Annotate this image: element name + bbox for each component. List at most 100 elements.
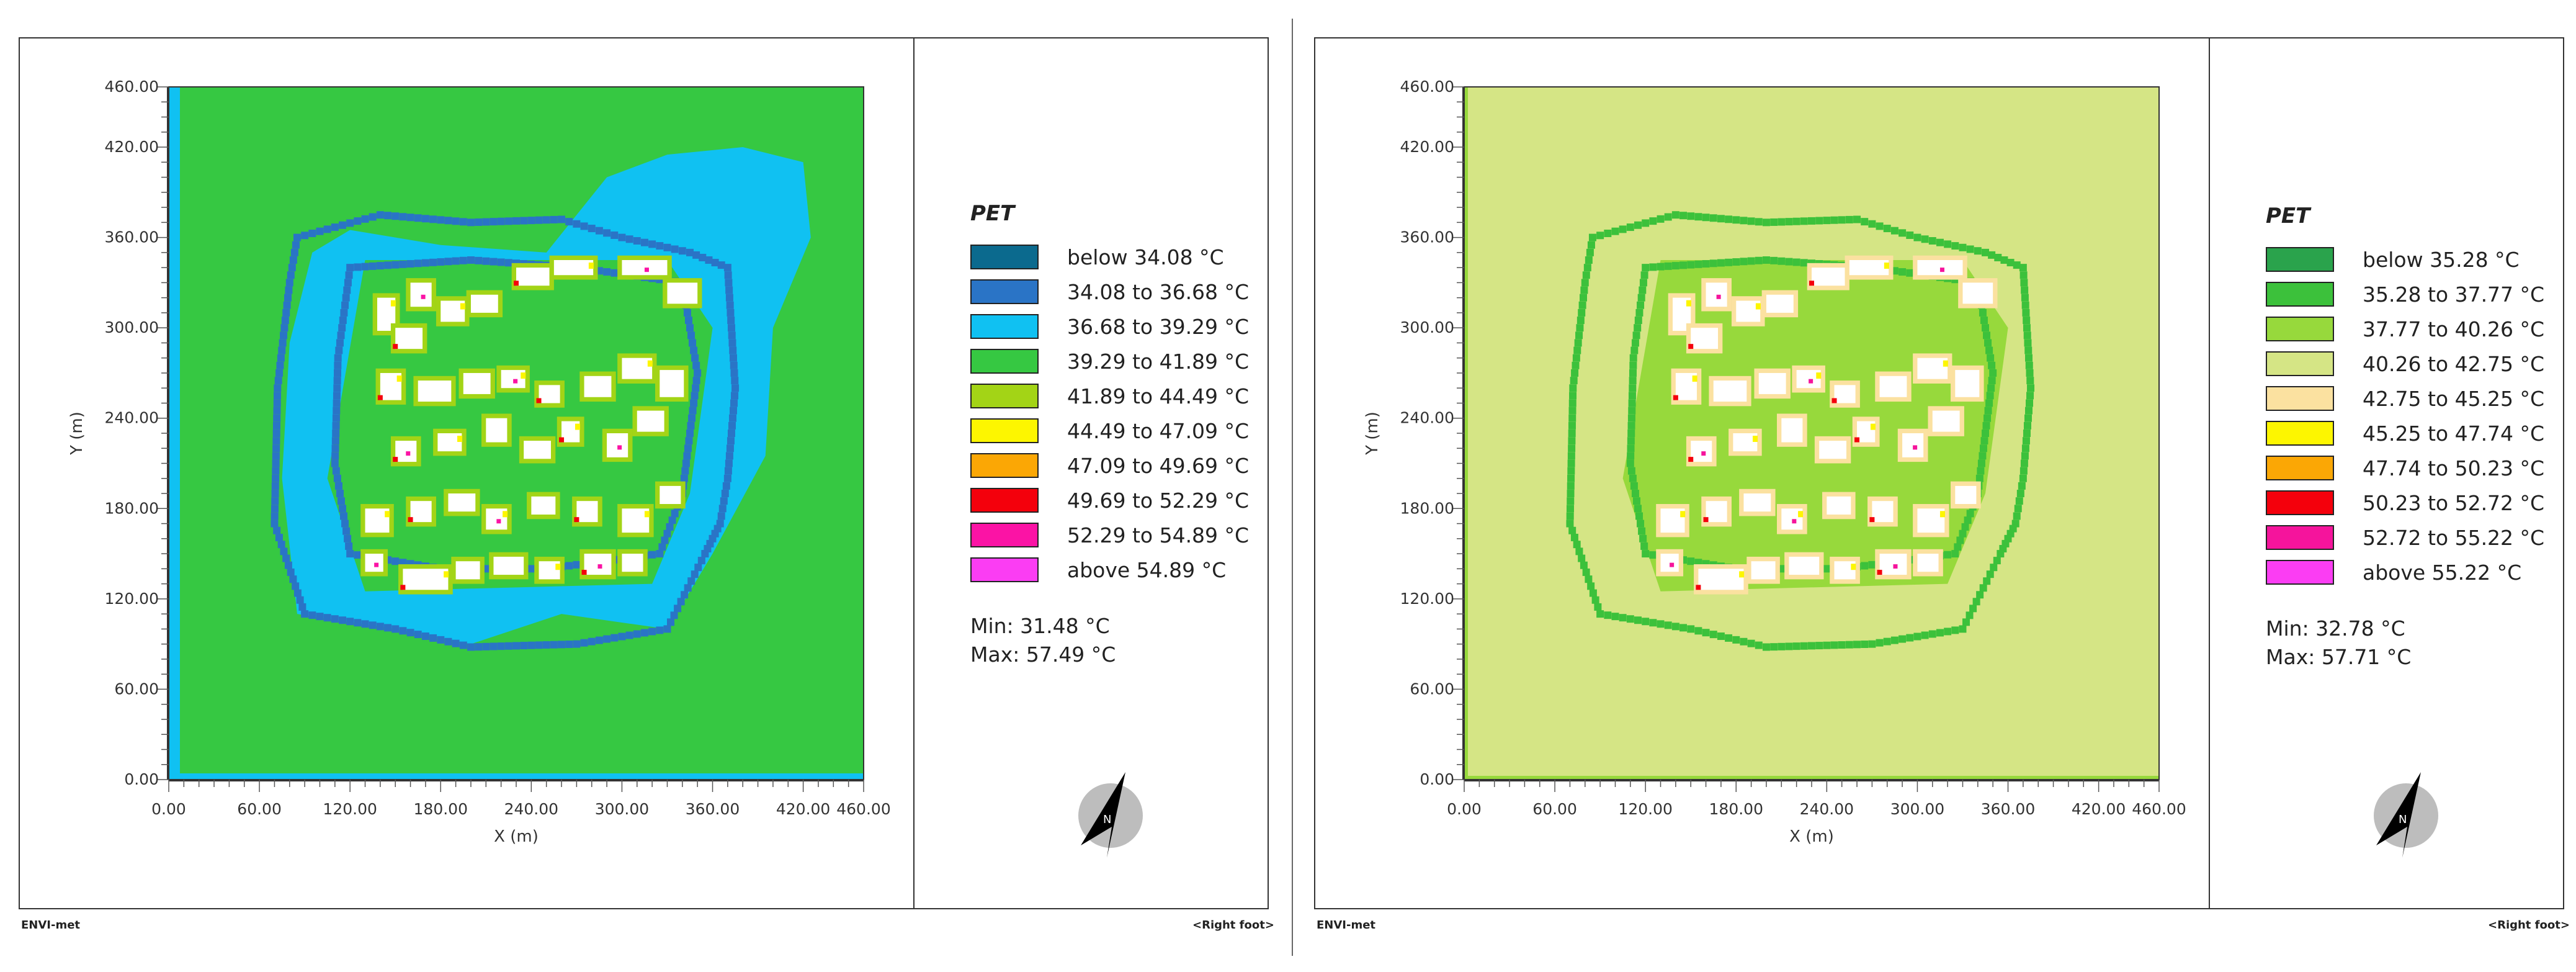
- heatmap-cell: [1588, 233, 1596, 241]
- y-tick-label: 420.00: [1400, 138, 1454, 156]
- heatmap-cell: [574, 517, 579, 523]
- heatmap-cell: [1634, 324, 1642, 332]
- legend-title: PET: [2266, 204, 2310, 228]
- heatmap-cell: [339, 616, 346, 624]
- heatmap-cell: [1986, 392, 1994, 400]
- heatmap-cell: [717, 512, 725, 520]
- heatmap-cell: [1629, 377, 1637, 385]
- min-value: Min: 32.78 °C: [2266, 616, 2405, 641]
- heatmap-cell: [346, 550, 354, 558]
- heatmap-cell: [444, 258, 452, 266]
- heatmap-cell: [272, 430, 280, 437]
- y-tick-label: 420.00: [105, 138, 159, 156]
- legend-label: below 35.28 °C: [2363, 247, 2520, 272]
- heatmap-cell: [721, 490, 729, 498]
- heatmap-cell: [1785, 642, 1793, 650]
- heatmap-cell: [301, 610, 309, 618]
- y-tick-label: 180.00: [1400, 499, 1454, 517]
- heatmap-cell: [1969, 605, 1977, 613]
- heatmap-cell: [1982, 324, 1989, 332]
- building-cell: [524, 441, 551, 459]
- heatmap-cell: [680, 474, 688, 482]
- heatmap-cell: [1753, 436, 1758, 442]
- heatmap-cell: [1809, 379, 1813, 384]
- heatmap-cell: [1861, 218, 1869, 226]
- heatmap-cell: [333, 384, 341, 392]
- heatmap-cell: [1986, 570, 1994, 578]
- plot-area: [1464, 86, 2160, 780]
- building-cell: [1819, 441, 1846, 459]
- x-tick-label: 420.00: [776, 800, 830, 818]
- heatmap-cell: [1702, 260, 1710, 268]
- heatmap-cell: [296, 596, 304, 604]
- heatmap-cell: [1762, 218, 1770, 227]
- heatmap-cell: [603, 268, 611, 276]
- legend-swatch: [2266, 560, 2334, 585]
- heatmap-cell: [421, 294, 426, 299]
- heatmap-cell: [1893, 564, 1898, 569]
- heatmap-cell: [2023, 324, 2031, 332]
- heatmap-cell: [1921, 631, 1929, 639]
- heatmap-cell: [588, 637, 596, 646]
- legend-swatch: [970, 418, 1039, 443]
- heatmap-cell: [542, 216, 550, 224]
- heatmap-cell: [342, 527, 351, 535]
- heatmap-cell: [644, 511, 650, 518]
- legend-label: 40.26 to 42.75 °C: [2363, 351, 2545, 376]
- heatmap-cell: [1808, 217, 1815, 225]
- heatmap-cell: [690, 399, 698, 407]
- left-panel-divider: [913, 38, 915, 908]
- legend-swatch: [2266, 490, 2334, 515]
- heatmap-cell: [376, 623, 384, 631]
- heatmap-cell: [421, 259, 429, 267]
- heatmap-cell: [1629, 354, 1637, 362]
- right-footer-brand: ENVI-met: [1317, 919, 1376, 932]
- building-cell: [1879, 376, 1907, 397]
- heatmap-cell: [1635, 512, 1644, 520]
- heatmap-cell: [1851, 564, 1856, 570]
- heatmap-cell: [1679, 212, 1688, 220]
- heatmap-cell: [730, 354, 737, 362]
- heatmap-cell: [293, 589, 302, 597]
- heatmap-cell: [1716, 294, 1721, 299]
- heatmap-cell: [437, 258, 445, 266]
- heatmap-cell: [482, 218, 490, 226]
- legend-title: PET: [970, 201, 1015, 226]
- heatmap-cell: [691, 570, 699, 578]
- heatmap-cell: [333, 399, 341, 407]
- svg-text:N: N: [1103, 813, 1111, 826]
- min-value: Min: 31.48 °C: [970, 614, 1110, 638]
- heatmap-cell: [340, 308, 348, 317]
- heatmap-cell: [1985, 346, 1993, 354]
- y-tick-label: 240.00: [105, 409, 159, 427]
- heatmap-cell: [429, 258, 437, 266]
- heatmap-cell: [728, 331, 736, 340]
- heatmap-cell: [1861, 640, 1869, 648]
- x-tick-label: 240.00: [1800, 800, 1854, 818]
- heatmap-cell: [1740, 258, 1748, 266]
- heatmap-cell: [2020, 459, 2028, 467]
- heatmap-cell: [2024, 339, 2032, 347]
- heatmap-cell: [1702, 629, 1710, 637]
- heatmap-cell: [1575, 331, 1583, 340]
- heatmap-cell: [725, 286, 733, 294]
- heatmap-cell: [1972, 598, 1980, 606]
- legend-label: 36.68 to 39.29 °C: [1067, 314, 1250, 339]
- heatmap-cell: [725, 452, 733, 460]
- heatmap-cell: [717, 261, 725, 269]
- heatmap-cell: [692, 377, 700, 385]
- heatmap-cell: [1959, 243, 1967, 251]
- legend-swatch: [970, 557, 1039, 582]
- heatmap-cell: [2021, 452, 2029, 460]
- north-arrow-icon: N: [1078, 772, 1143, 858]
- heatmap-cell: [692, 361, 700, 369]
- legend-label: 39.29 to 41.89 °C: [1067, 349, 1250, 374]
- heatmap-cell: [1567, 452, 1575, 460]
- heatmap-cell: [1629, 369, 1637, 377]
- heatmap-cell: [272, 467, 280, 475]
- heatmap-cell: [535, 641, 543, 649]
- heatmap-cell: [1694, 627, 1702, 635]
- heatmap-cell: [1770, 256, 1778, 264]
- heatmap-cell: [274, 377, 282, 385]
- legend-label: 42.75 to 45.25 °C: [2363, 386, 2545, 411]
